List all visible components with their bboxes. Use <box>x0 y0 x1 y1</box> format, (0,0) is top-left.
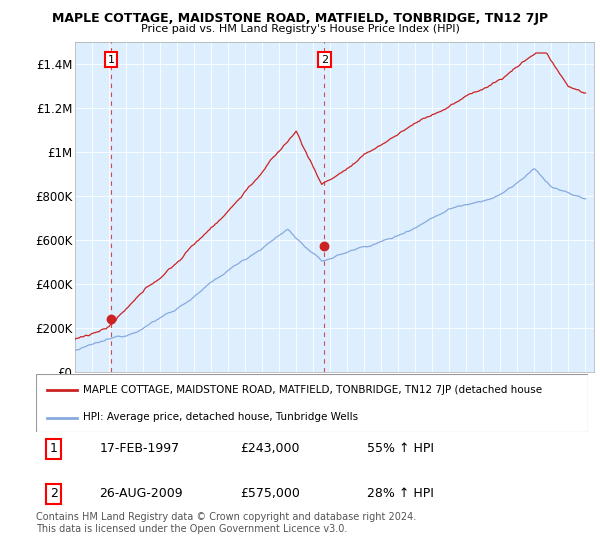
Text: 1: 1 <box>107 55 115 64</box>
Text: HPI: Average price, detached house, Tunbridge Wells: HPI: Average price, detached house, Tunb… <box>83 413 358 422</box>
Text: 17-FEB-1997: 17-FEB-1997 <box>100 442 179 455</box>
Text: Contains HM Land Registry data © Crown copyright and database right 2024.
This d: Contains HM Land Registry data © Crown c… <box>36 512 416 534</box>
Point <box>319 241 329 250</box>
Text: 2: 2 <box>321 55 328 64</box>
Text: 28% ↑ HPI: 28% ↑ HPI <box>367 487 434 500</box>
Text: 26-AUG-2009: 26-AUG-2009 <box>100 487 183 500</box>
Text: 2: 2 <box>50 487 58 500</box>
Text: Price paid vs. HM Land Registry's House Price Index (HPI): Price paid vs. HM Land Registry's House … <box>140 24 460 34</box>
Text: £575,000: £575,000 <box>240 487 300 500</box>
Text: £243,000: £243,000 <box>240 442 300 455</box>
Text: 55% ↑ HPI: 55% ↑ HPI <box>367 442 434 455</box>
FancyBboxPatch shape <box>36 374 588 432</box>
Text: MAPLE COTTAGE, MAIDSTONE ROAD, MATFIELD, TONBRIDGE, TN12 7JP: MAPLE COTTAGE, MAIDSTONE ROAD, MATFIELD,… <box>52 12 548 25</box>
Text: MAPLE COTTAGE, MAIDSTONE ROAD, MATFIELD, TONBRIDGE, TN12 7JP (detached house: MAPLE COTTAGE, MAIDSTONE ROAD, MATFIELD,… <box>83 385 542 395</box>
Point <box>106 314 116 323</box>
Text: 1: 1 <box>50 442 58 455</box>
